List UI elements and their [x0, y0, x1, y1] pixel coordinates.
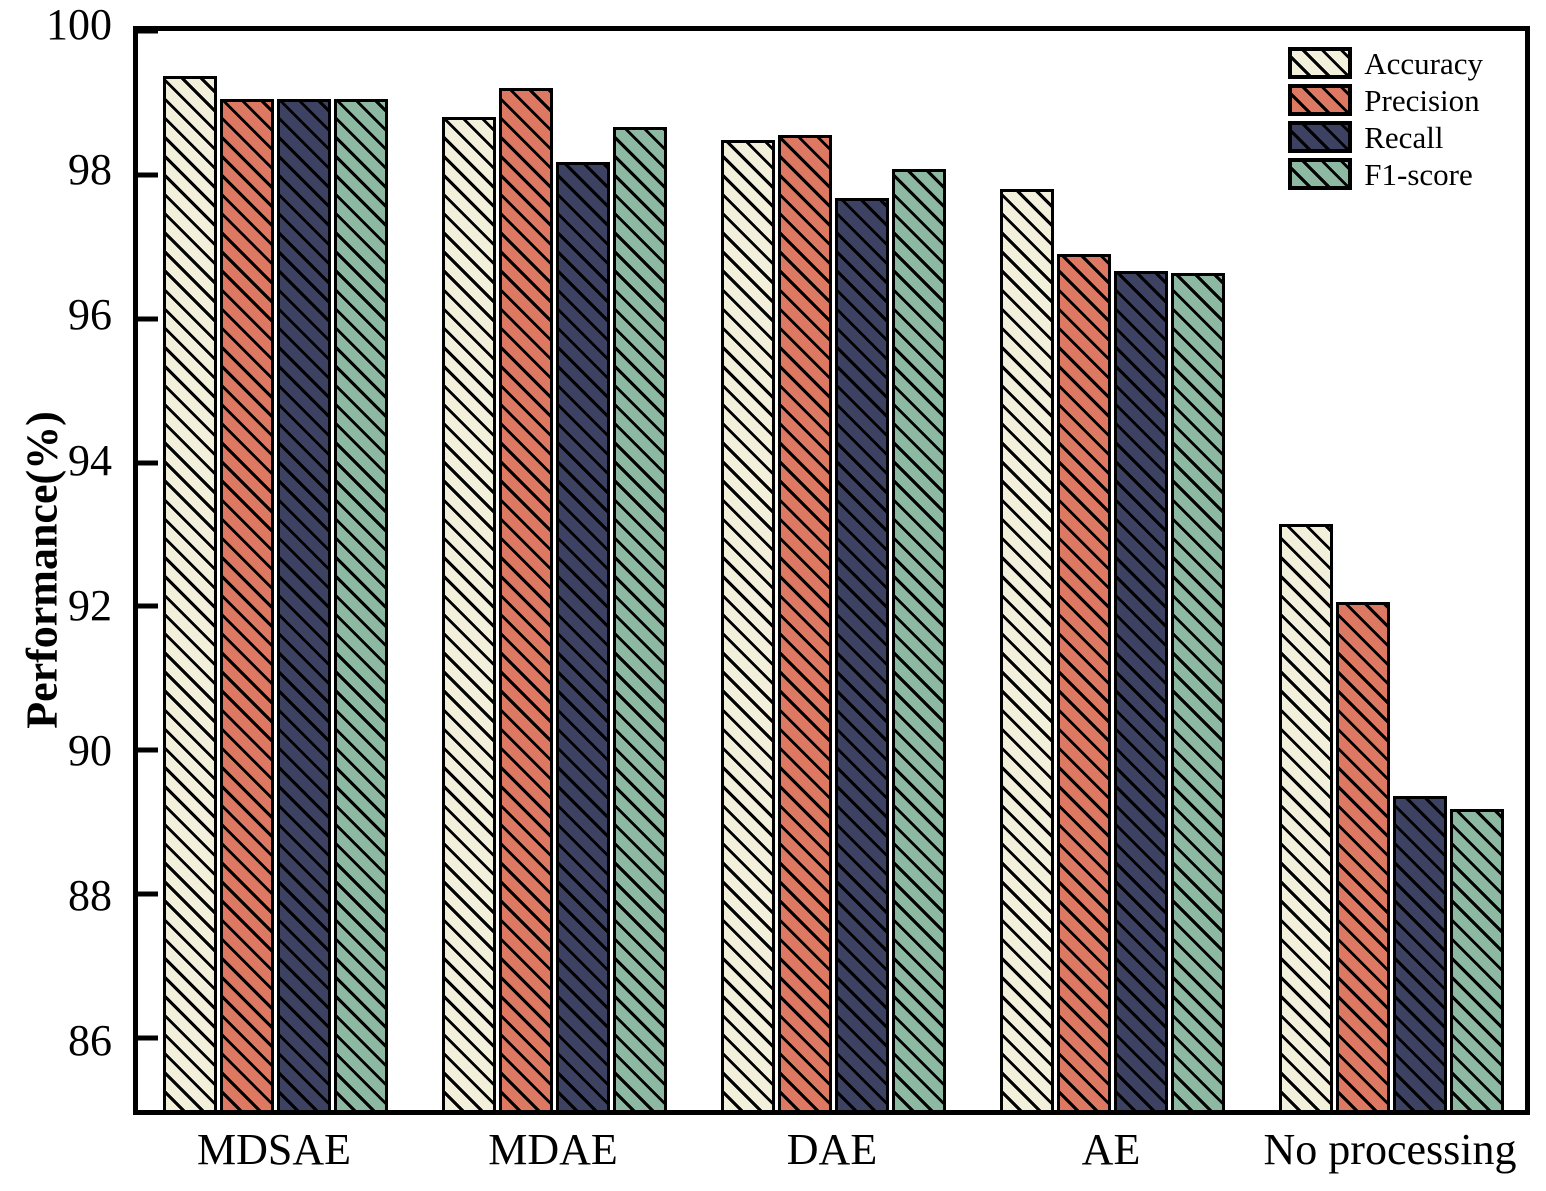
legend-item-f1-score: F1-score [1288, 158, 1483, 190]
bar-recall-mdsae [277, 99, 331, 1110]
bar-f1-score-mdsae [334, 98, 388, 1110]
legend-swatch-accuracy [1288, 47, 1353, 79]
bar-group-no-processing [1279, 31, 1504, 1110]
bar-f1-score-dae [892, 169, 946, 1110]
y-tick-label-100: 100 [46, 0, 112, 50]
bar-accuracy-no-processing [1279, 524, 1333, 1110]
y-tick-92 [138, 603, 158, 609]
plot-area: Accuracy Precision Recall F1-score [133, 26, 1530, 1115]
bar-precision-dae [778, 134, 832, 1110]
y-tick-96 [138, 316, 158, 322]
legend-swatch-precision [1288, 84, 1353, 116]
bar-precision-mdsae [220, 99, 274, 1110]
legend-item-precision: Precision [1288, 84, 1483, 116]
bar-group-mdae [442, 31, 667, 1110]
y-tick-label-86: 86 [68, 1016, 112, 1066]
legend-label-accuracy: Accuracy [1364, 45, 1483, 81]
y-tick-90 [138, 747, 158, 753]
y-tick-label-88: 88 [68, 871, 112, 921]
y-tick-94 [138, 460, 158, 466]
legend-label-recall: Recall [1364, 119, 1444, 155]
bar-f1-score-no-processing [1450, 809, 1504, 1110]
y-tick-label-96: 96 [68, 290, 112, 340]
x-tick-label-mdae: MDAE [488, 1125, 618, 1174]
y-tick-labels: 86 88 90 92 94 96 98 100 [0, 3, 126, 1115]
y-ticks-layer [138, 28, 1525, 1110]
legend-label-precision: Precision [1364, 82, 1480, 118]
legend-swatch-f1-score [1288, 158, 1353, 190]
bar-accuracy-mdae [442, 116, 496, 1110]
bar-recall-dae [835, 197, 889, 1110]
bar-group-ae [1000, 31, 1225, 1110]
y-tick-88 [138, 891, 158, 897]
bar-accuracy-dae [721, 140, 775, 1110]
y-tick-label-94: 94 [68, 435, 112, 485]
y-tick-100 [138, 28, 158, 34]
y-tick-label-92: 92 [68, 580, 112, 630]
x-tick-label-no-processing: No processing [1263, 1125, 1517, 1174]
bar-f1-score-mdae [613, 126, 667, 1110]
x-tick-label-dae: DAE [786, 1125, 878, 1174]
bar-accuracy-mdsae [163, 76, 217, 1110]
bar-recall-ae [1114, 270, 1168, 1110]
bar-recall-mdae [556, 161, 610, 1110]
x-tick-labels: MDSAE MDAE DAE AE No processing [133, 1125, 1530, 1186]
bar-recall-no-processing [1393, 795, 1447, 1110]
bar-group-mdsae [163, 31, 388, 1110]
bar-precision-no-processing [1336, 602, 1390, 1110]
legend-label-f1-score: F1-score [1364, 156, 1473, 192]
legend-item-accuracy: Accuracy [1288, 47, 1483, 79]
y-tick-98 [138, 172, 158, 178]
legend-item-recall: Recall [1288, 121, 1483, 153]
x-tick-label-mdsae: MDSAE [196, 1125, 352, 1174]
legend: Accuracy Precision Recall F1-score [1288, 47, 1483, 195]
y-tick-label-90: 90 [68, 726, 112, 776]
x-tick-label-ae: AE [1081, 1125, 1141, 1174]
legend-swatch-recall [1288, 121, 1353, 153]
bar-precision-mdae [499, 87, 553, 1110]
y-tick-86 [138, 1035, 158, 1041]
bars-layer [138, 31, 1525, 1110]
y-tick-label-98: 98 [68, 145, 112, 195]
bar-f1-score-ae [1171, 273, 1225, 1110]
bar-accuracy-ae [1000, 189, 1054, 1110]
bar-group-dae [721, 31, 946, 1110]
bar-precision-ae [1057, 254, 1111, 1110]
